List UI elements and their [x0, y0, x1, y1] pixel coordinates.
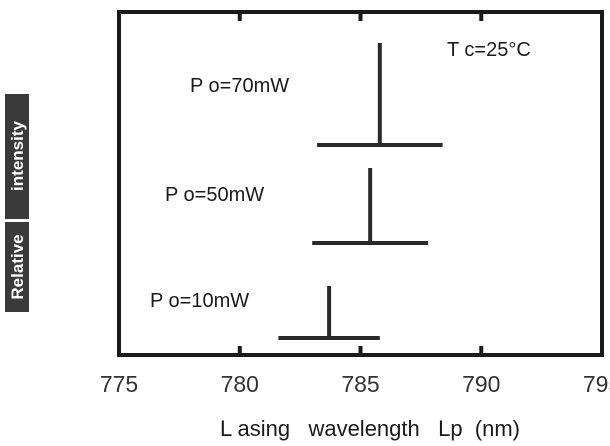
- series-label-2: P o=10mW: [150, 290, 249, 312]
- annotations: P o=70mW P o=50mW P o=10mW: [150, 75, 289, 312]
- series-label-1: P o=50mW: [165, 184, 264, 206]
- x-tick-label-2: 785: [341, 371, 379, 397]
- x-tick-label-1: 780: [221, 371, 259, 397]
- y-label-relative: Relative: [8, 234, 27, 299]
- x-tick-label-4: 795: [583, 371, 610, 397]
- condition-label: T c=25°C: [447, 39, 531, 61]
- x-tick-label-3: 790: [462, 371, 500, 397]
- y-label-box-relative: [5, 222, 29, 312]
- y-axis-label: Relative intensity: [4, 92, 30, 314]
- x-ticks: [117, 12, 604, 355]
- y-label-intensity: intensity: [8, 121, 27, 191]
- series-label-0: P o=70mW: [190, 75, 289, 97]
- y-label-box-intensity: [5, 94, 29, 219]
- spectral-lines: [278, 43, 443, 340]
- x-axis-label: L asing wavelength Lp (nm): [220, 416, 520, 441]
- x-tick-label-0: 775: [100, 371, 138, 397]
- x-tick-labels: 775 780 785 790 795: [100, 371, 610, 397]
